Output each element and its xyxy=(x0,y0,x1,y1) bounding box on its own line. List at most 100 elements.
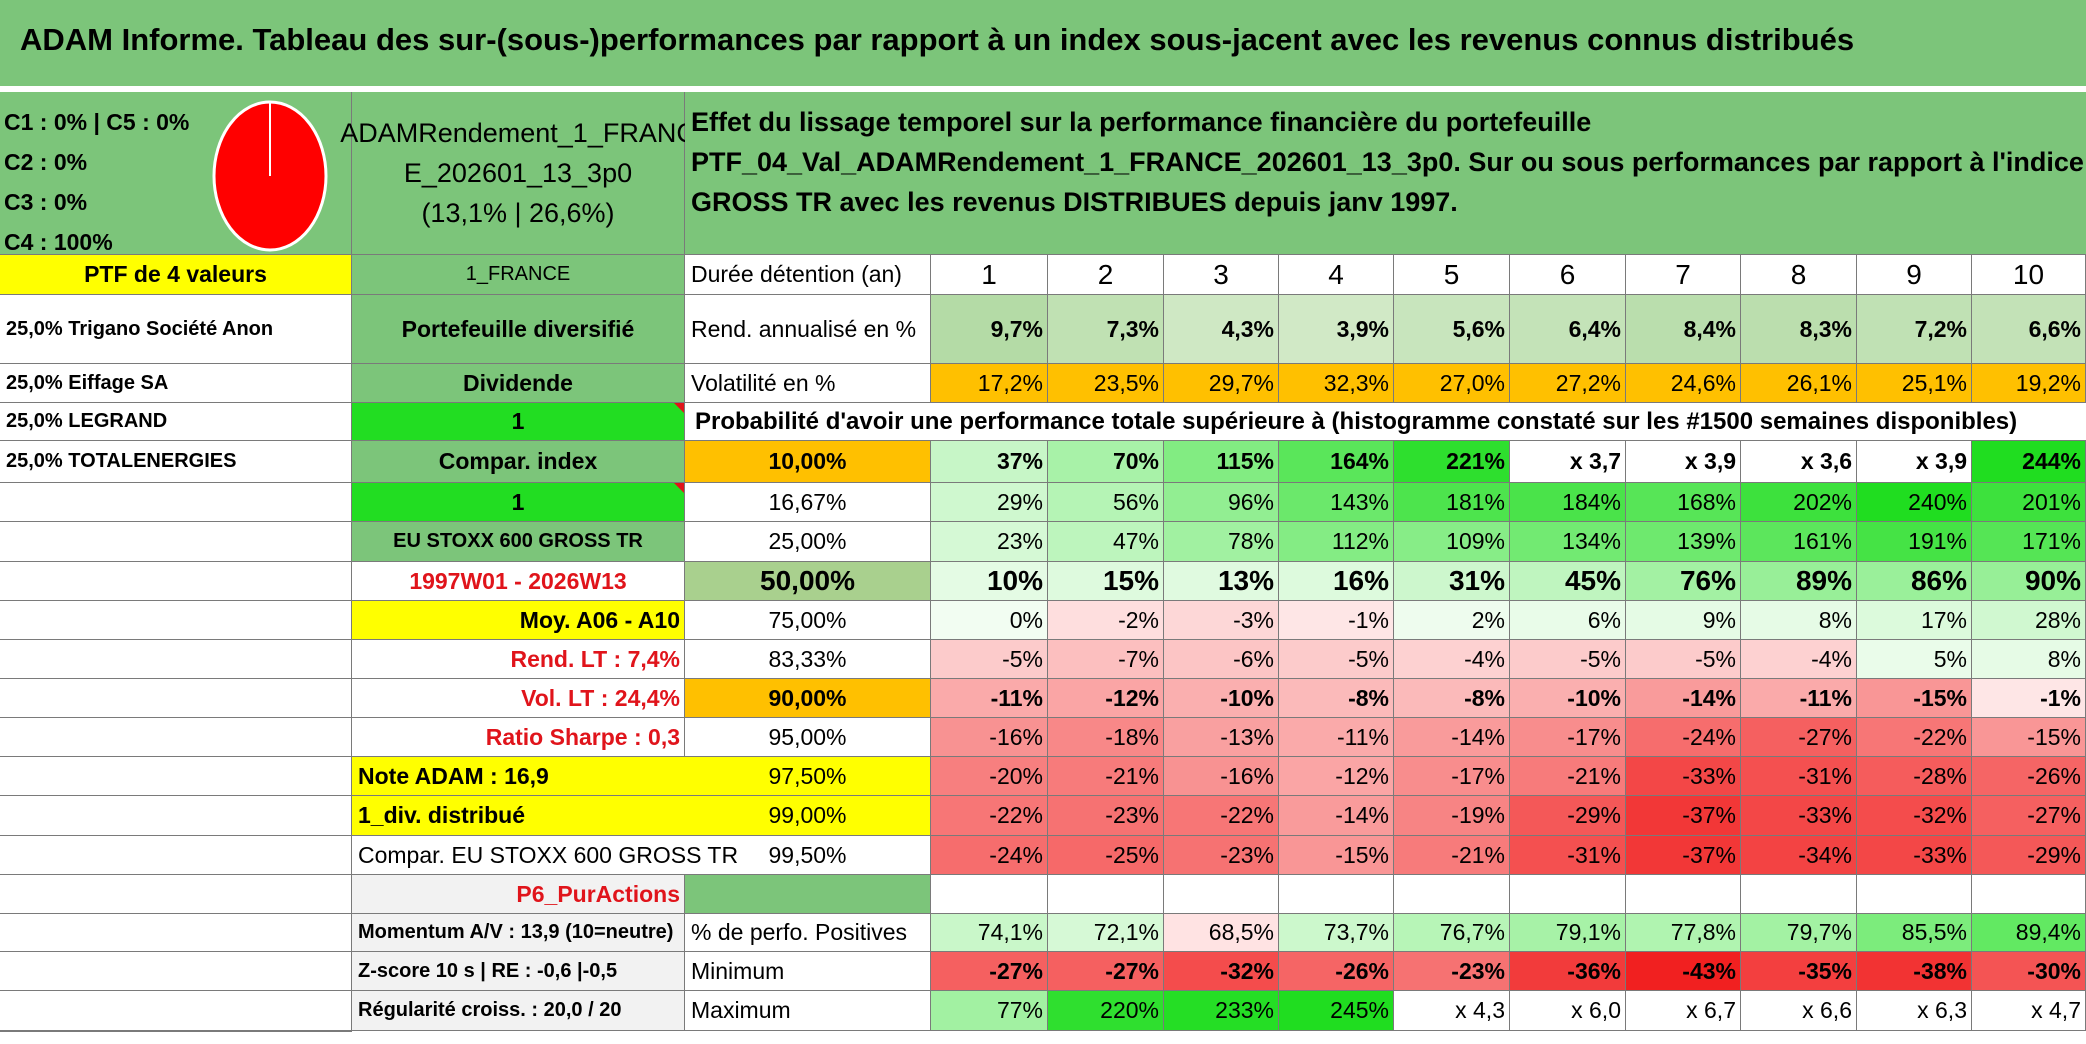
pct-pos-value: 73,7% xyxy=(1279,914,1394,952)
rend-value: 8,4% xyxy=(1626,295,1741,364)
vol-value: 25,1% xyxy=(1857,364,1972,403)
probability-value: 115% xyxy=(1164,441,1279,483)
maximum-value: 220% xyxy=(1048,991,1164,1031)
probability-value: -6% xyxy=(1164,640,1279,679)
probability-value: -22% xyxy=(1857,718,1972,757)
probability-value: -19% xyxy=(1394,796,1510,836)
empty-cell xyxy=(0,836,352,875)
minimum-value: -30% xyxy=(1972,952,2086,991)
rend-lt-label: Rend. LT : 7,4% xyxy=(352,640,685,679)
pct-pos-value: 72,1% xyxy=(1048,914,1164,952)
country-label: 1_FRANCE xyxy=(352,255,685,295)
pct-pos-value: 79,1% xyxy=(1510,914,1626,952)
probability-value: 6% xyxy=(1510,601,1626,640)
empty-cell xyxy=(0,522,352,562)
empty-cell xyxy=(0,640,352,679)
allocation-pie-chart xyxy=(212,100,328,252)
empty-cell xyxy=(0,875,352,914)
dividend-value: 1 xyxy=(352,403,685,441)
probability-value: -37% xyxy=(1626,796,1741,836)
period-label: 1997W01 - 2026W13 xyxy=(352,562,685,601)
maximum-value: 233% xyxy=(1164,991,1279,1031)
portfolio-name-line: E_202601_13_3p0 xyxy=(403,158,633,188)
probability-value: -12% xyxy=(1048,679,1164,718)
probability-value: 240% xyxy=(1857,483,1972,522)
probability-value: 9% xyxy=(1626,601,1741,640)
probability-value: -8% xyxy=(1394,679,1510,718)
rend-label: Rend. annualisé en % xyxy=(685,295,931,364)
empty-cell xyxy=(0,1031,352,1032)
probability-value: 37% xyxy=(931,441,1048,483)
probability-value: 139% xyxy=(1626,522,1741,562)
probability-value: -8% xyxy=(1279,679,1394,718)
probability-value: -34% xyxy=(1741,836,1857,875)
year-header: 1 xyxy=(931,255,1048,295)
probability-value: -17% xyxy=(1510,718,1626,757)
portfolio-name-cell: ADAMRendement_1_FRANC E_202601_13_3p0 (1… xyxy=(340,92,696,255)
compar-name-label: Compar. EU STOXX 600 GROSS TR xyxy=(352,836,931,875)
probability-value: x 3,7 xyxy=(1510,441,1626,483)
probability-value: 70% xyxy=(1048,441,1164,483)
maximum-value: x 4,7 xyxy=(1972,991,2086,1031)
probability-value: -13% xyxy=(1164,718,1279,757)
probability-value: -4% xyxy=(1741,640,1857,679)
probability-value: -25% xyxy=(1048,836,1164,875)
description-line: PTF_04_Val_ADAMRendement_1_FRANCE_202601… xyxy=(691,147,2086,177)
probability-threshold: 97,50% xyxy=(685,757,931,796)
probability-value: 202% xyxy=(1741,483,1857,522)
probability-value: -22% xyxy=(931,796,1048,836)
zscore-label: Z-score 10 s | RE : -0,6 |-0,5 xyxy=(352,952,685,991)
probability-value: 161% xyxy=(1741,522,1857,562)
empty-cell xyxy=(1279,875,1394,914)
probability-threshold: 95,00% xyxy=(685,718,931,757)
probability-value: 143% xyxy=(1279,483,1394,522)
probability-threshold: 99,00% xyxy=(685,796,931,836)
probability-value: 8% xyxy=(1741,601,1857,640)
probability-value: -11% xyxy=(1741,679,1857,718)
note-adam: Note ADAM : 16,9 xyxy=(352,757,931,796)
maximum-label: Maximum xyxy=(685,991,931,1031)
composition-line: C4 : 100% xyxy=(4,229,113,255)
composition-cell: C1 : 0% | C5 : 0% C2 : 0% C3 : 0% C4 : 1… xyxy=(0,92,352,255)
probability-threshold: 99,50% xyxy=(685,836,931,875)
rend-value: 6,6% xyxy=(1972,295,2086,364)
probability-value: 2% xyxy=(1394,601,1510,640)
description-cell: Effet du lissage temporel sur la perform… xyxy=(685,92,2086,255)
probability-value: 86% xyxy=(1857,562,1972,601)
probability-value: -31% xyxy=(1741,757,1857,796)
minimum-value: -38% xyxy=(1857,952,1972,991)
probability-value: -15% xyxy=(1857,679,1972,718)
probability-value: -16% xyxy=(1164,757,1279,796)
empty-cell xyxy=(0,757,352,796)
probability-value: -4% xyxy=(1394,640,1510,679)
empty-cell xyxy=(0,718,352,757)
year-header: 10 xyxy=(1972,255,2086,295)
empty-cell xyxy=(1972,875,2086,914)
dividend-label: Dividende xyxy=(352,364,685,403)
probability-value: -23% xyxy=(1048,796,1164,836)
probability-value: 5% xyxy=(1857,640,1972,679)
probability-value: -5% xyxy=(1626,640,1741,679)
description-line: GROSS TR avec les revenus DISTRIBUES dep… xyxy=(691,187,1458,217)
probability-value: -14% xyxy=(1279,796,1394,836)
probability-value: 221% xyxy=(1394,441,1510,483)
probability-value: -28% xyxy=(1857,757,1972,796)
pct-pos-value: 74,1% xyxy=(931,914,1048,952)
probability-value: 23% xyxy=(931,522,1048,562)
probability-value: -15% xyxy=(1972,718,2086,757)
probability-value: 56% xyxy=(1048,483,1164,522)
pct-pos-value: 85,5% xyxy=(1857,914,1972,952)
pct-pos-value: 89,4% xyxy=(1972,914,2086,952)
probability-value: -20% xyxy=(931,757,1048,796)
probability-value: 244% xyxy=(1972,441,2086,483)
probability-value: x 3,9 xyxy=(1857,441,1972,483)
probability-value: -29% xyxy=(1510,796,1626,836)
maximum-value: x 6,7 xyxy=(1626,991,1741,1031)
pct-pos-value: 76,7% xyxy=(1394,914,1510,952)
probability-value: 184% xyxy=(1510,483,1626,522)
vol-value: 27,2% xyxy=(1510,364,1626,403)
probability-value: 10% xyxy=(931,562,1048,601)
index-name: EU STOXX 600 GROSS TR xyxy=(352,522,685,562)
probability-value: 134% xyxy=(1510,522,1626,562)
